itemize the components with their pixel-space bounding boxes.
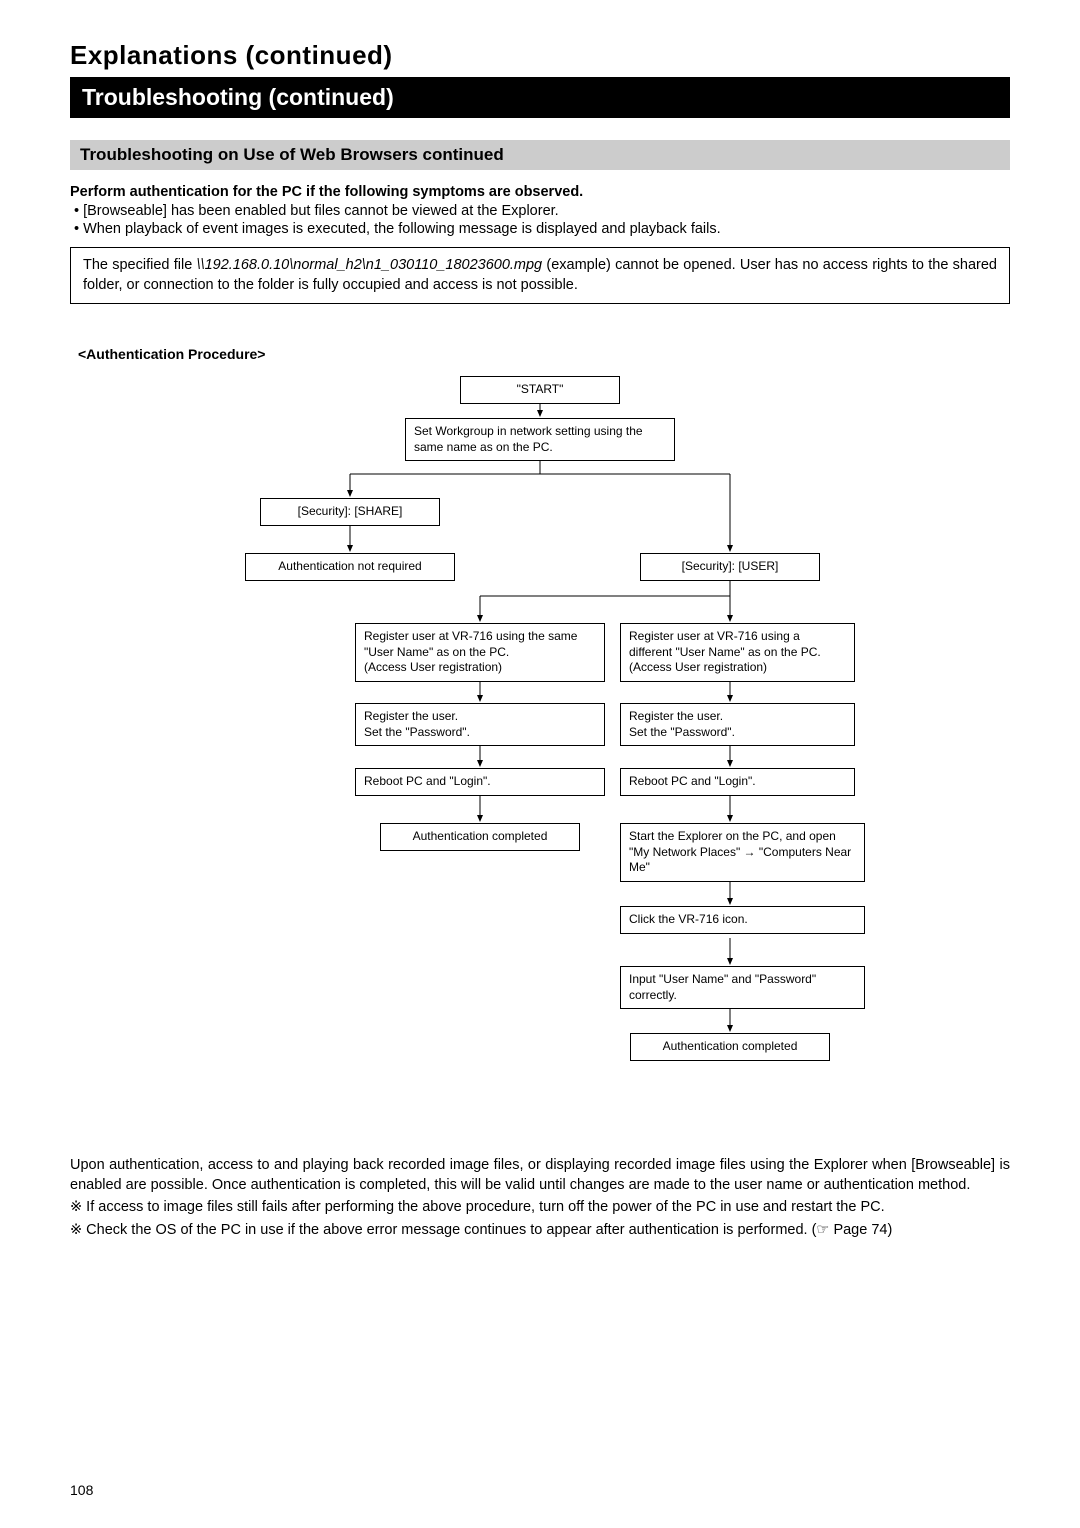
- node-sec-user: [Security]: [USER]: [640, 553, 820, 581]
- bottom-p2: ※ If access to image files still fails a…: [70, 1198, 1010, 1218]
- node-start: "START": [460, 376, 620, 404]
- auth-flowchart: "START" Set Workgroup in network setting…: [190, 376, 890, 1116]
- note-pre: The specified file: [83, 257, 197, 273]
- bottom-p3: ※ Check the OS of the PC in use if the a…: [70, 1221, 1010, 1241]
- procedure-label: <Authentication Procedure>: [70, 346, 1010, 362]
- node-reg-same: Register user at VR-716 using the same "…: [355, 623, 605, 682]
- section-title-bar: Troubleshooting (continued): [70, 77, 1010, 118]
- node-auth-notreq: Authentication not required: [245, 553, 455, 581]
- bullet-2: • When playback of event images is execu…: [70, 221, 1010, 237]
- sub-section-bar: Troubleshooting on Use of Web Browsers c…: [70, 140, 1010, 170]
- error-note-box: The specified file \\192.168.0.10\normal…: [70, 247, 1010, 304]
- node-input-up: Input "User Name" and "Password" correct…: [620, 966, 865, 1009]
- bottom-p1: Upon authentication, access to and playi…: [70, 1156, 1010, 1195]
- bullet-1: • [Browseable] has been enabled but file…: [70, 203, 1010, 219]
- node-auth-done-right: Authentication completed: [630, 1033, 830, 1061]
- node-reboot-right: Reboot PC and "Login".: [620, 768, 855, 796]
- node-set-pwd-right: Register the user. Set the "Password".: [620, 703, 855, 746]
- note-filepath: \\192.168.0.10\normal_h2\n1_030110_18023…: [197, 257, 543, 273]
- node-reg-diff: Register user at VR-716 using a differen…: [620, 623, 855, 682]
- node-set-pwd-left: Register the user. Set the "Password".: [355, 703, 605, 746]
- bottom-text-block: Upon authentication, access to and playi…: [70, 1156, 1010, 1240]
- page-number: 108: [70, 1482, 93, 1498]
- node-click-icon: Click the VR-716 icon.: [620, 906, 865, 934]
- node-sec-share: [Security]: [SHARE]: [260, 498, 440, 526]
- node-workgroup: Set Workgroup in network setting using t…: [405, 418, 675, 461]
- intro-bold: Perform authentication for the PC if the…: [70, 184, 1010, 200]
- main-title: Explanations (continued): [70, 40, 1010, 71]
- node-auth-done-left: Authentication completed: [380, 823, 580, 851]
- node-reboot-left: Reboot PC and "Login".: [355, 768, 605, 796]
- node-explorer: Start the Explorer on the PC, and open "…: [620, 823, 865, 882]
